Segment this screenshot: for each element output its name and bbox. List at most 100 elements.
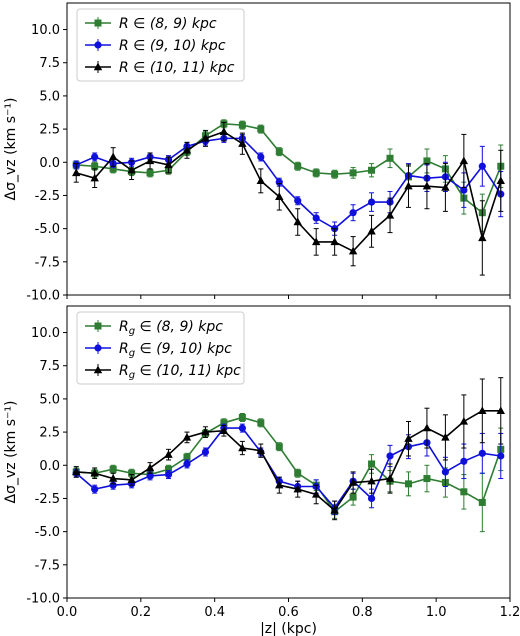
data-point [478, 162, 486, 170]
y-tick-label: -7.5 [35, 558, 60, 573]
data-point [91, 153, 99, 161]
y-tick-label: 7.5 [39, 56, 60, 71]
data-point [183, 460, 191, 468]
y-tick-label: -5.0 [35, 222, 60, 237]
y-tick-label: 0.0 [39, 156, 60, 171]
data-point [497, 452, 505, 460]
legend-label: R ∈ (9, 10) kpc [119, 38, 226, 54]
data-point [385, 210, 395, 219]
data-point [256, 176, 266, 185]
data-point [441, 432, 450, 441]
data-point [422, 181, 432, 190]
data-point [441, 182, 450, 191]
series-line [76, 122, 502, 215]
data-point [91, 485, 99, 493]
data-point [293, 217, 302, 226]
data-point [294, 469, 302, 477]
data-point [238, 424, 246, 432]
data-point [257, 419, 265, 427]
series-3 [72, 377, 505, 521]
legend-marker [94, 344, 102, 352]
series-line [75, 137, 502, 230]
y-axis-label: Δσ_vz (km s⁻¹) [3, 401, 19, 504]
data-point [238, 413, 246, 421]
data-point [459, 416, 469, 425]
data-point [368, 460, 376, 468]
data-point [219, 426, 229, 434]
chart-panel-2: -10.0 -7.5 -5.0 -2.5 0.0 2.5 5.0 7.5 10.0 0.0 0.2 0… [3, 305, 520, 636]
data-point [257, 153, 265, 161]
data-point [349, 493, 357, 501]
legend-label: Rg ∈ (10, 11) kpc [119, 363, 241, 381]
data-point [145, 463, 155, 472]
data-point [275, 148, 283, 156]
x-tick-label: 1.2 [500, 605, 520, 620]
legend-marker [93, 365, 103, 374]
data-point [109, 465, 117, 473]
data-point [146, 472, 154, 480]
data-point [478, 233, 487, 242]
data-point [182, 145, 192, 154]
data-point [459, 156, 469, 165]
data-point [368, 166, 376, 174]
legend-marker [94, 322, 102, 330]
y-tick-label: -10.0 [26, 592, 60, 607]
data-point [256, 446, 266, 454]
data-point [478, 498, 486, 506]
legend: R ∈ (8, 9) kpc R ∈ (9, 10) kpc R ∈ (10, 11… [76, 8, 245, 82]
data-point [404, 434, 413, 442]
data-point [330, 237, 339, 246]
data-point [349, 169, 357, 177]
x-tick-label: 0.2 [130, 605, 151, 620]
y-axis-label: Δσ_vz (km s⁻¹) [3, 98, 19, 201]
data-point [404, 181, 413, 190]
data-point [312, 214, 320, 222]
y-tick-label: 2.5 [39, 123, 60, 138]
data-point [91, 162, 99, 170]
data-point [220, 419, 228, 427]
data-point [145, 156, 155, 165]
data-point [496, 176, 505, 185]
data-point [460, 457, 468, 465]
x-axis-label: |z| (kpc) [260, 621, 317, 636]
data-point [386, 154, 394, 162]
x-tick-label: 1.0 [426, 605, 447, 620]
data-point [164, 450, 173, 458]
series-2 [72, 133, 505, 236]
y-tick-label: -5.0 [35, 525, 60, 540]
data-point [201, 448, 210, 456]
data-point [201, 427, 210, 436]
data-point [348, 478, 358, 486]
y-tick-label: 10.0 [31, 23, 60, 38]
data-point [72, 168, 81, 177]
data-point [294, 197, 302, 205]
series-3 [72, 121, 505, 276]
series-1 [72, 119, 505, 232]
data-point [367, 226, 376, 235]
legend-label: R ∈ (8, 9) kpc [119, 16, 217, 32]
data-point [367, 494, 376, 503]
series-2 [72, 423, 505, 515]
data-point [294, 162, 302, 170]
chart-panel-1: -10.0 -7.5 -5.0 -2.5 0.0 2.5 5.0 7.5 10.0 Δσ_vz (… [3, 2, 511, 304]
y-tick-label: 5.0 [39, 392, 60, 407]
data-point [164, 160, 173, 169]
legend-label: Rg ∈ (9, 10) kpc [119, 341, 232, 359]
data-point [496, 406, 505, 415]
data-point [386, 452, 394, 460]
data-point [293, 484, 302, 493]
data-point [164, 470, 173, 479]
legend-box [76, 311, 245, 385]
legend-label: Rg ∈ (8, 9) kpc [119, 319, 223, 337]
data-point [422, 423, 432, 432]
legend-label: R ∈ (10, 11) kpc [119, 60, 235, 76]
data-point [182, 432, 192, 441]
data-point [311, 237, 321, 246]
x-tick-label: 0.8 [352, 605, 373, 620]
data-point [275, 192, 284, 200]
data-point [90, 468, 99, 477]
y-tick-label: -2.5 [35, 189, 60, 204]
data-point [348, 246, 358, 255]
data-point [404, 480, 412, 488]
